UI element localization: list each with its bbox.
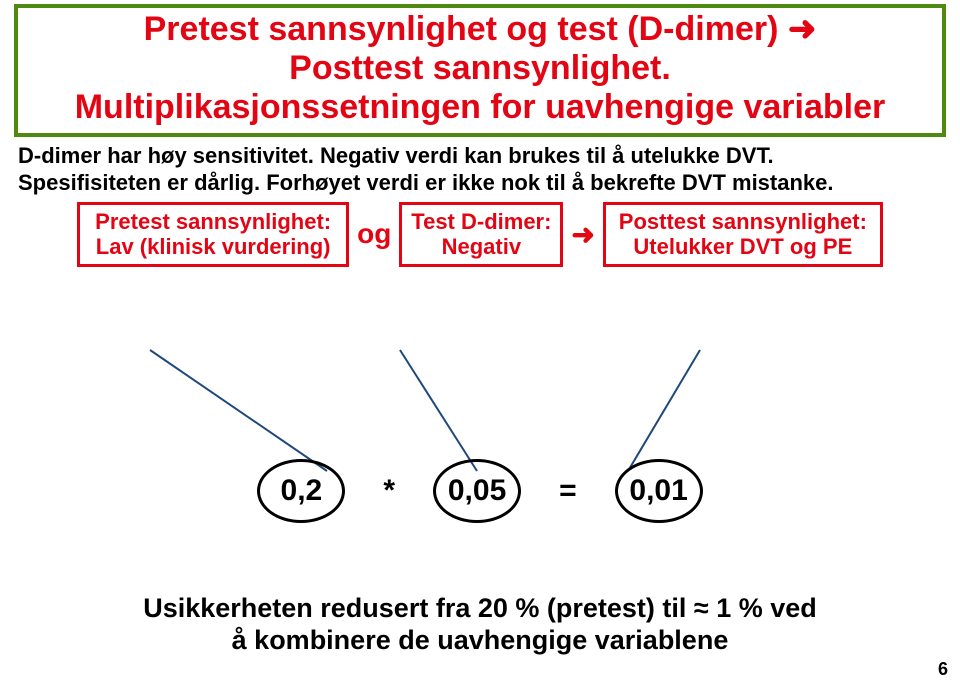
test-line2: Negativ [442,234,521,259]
title-line1-text: Pretest sannsynlighet og test (D-dimer) [144,10,788,48]
title-line2: Posttest sannsynlighet. [289,49,671,87]
pretest-line2: Lav (klinisk vurdering) [96,234,331,259]
description: D-dimer har høy sensitivitet. Negativ ve… [18,143,942,196]
join-og: og [357,218,391,250]
desc-line1: D-dimer har høy sensitivitet. Negativ ve… [18,143,774,168]
summary-line1: Usikkerheten redusert fra 20 % (pretest)… [143,593,817,623]
arrow-icon: ➜ [788,10,817,49]
summary: Usikkerheten redusert fra 20 % (pretest)… [0,592,960,657]
title-line3: Multiplikasjonssetningen for uavhengige … [75,88,886,126]
eq-oval-c: 0,01 [615,459,703,523]
eq-oval-a: 0,2 [257,459,345,523]
eq-op-multiply: * [383,474,395,508]
posttest-line2: Utelukker DVT og PE [633,234,852,259]
eq-oval-b: 0,05 [433,459,521,523]
equation-row: 0,2 * 0,05 = 0,01 [0,459,960,523]
posttest-line1: Posttest sannsynlighet: [619,209,867,234]
arrow-icon: ➜ [571,218,594,251]
posttest-box: Posttest sannsynlighet: Utelukker DVT og… [603,202,883,267]
test-line1: Test D-dimer: [411,209,551,234]
summary-line2: å kombinere de uavhengige variablene [232,625,729,655]
connector-left [150,350,327,471]
eq-op-equals: = [559,474,577,508]
connector-mid [400,350,477,471]
desc-line2: Spesifisiteten er dårlig. Forhøyet verdi… [18,170,834,195]
page-number: 6 [938,659,948,680]
boxes-row: Pretest sannsynlighet: Lav (klinisk vurd… [14,202,946,267]
pretest-line1: Pretest sannsynlighet: [95,209,331,234]
connector-right [628,350,700,471]
title-line1: Pretest sannsynlighet og test (D-dimer) … [144,10,817,48]
pretest-box: Pretest sannsynlighet: Lav (klinisk vurd… [77,202,349,267]
title-box: Pretest sannsynlighet og test (D-dimer) … [14,4,946,137]
test-box: Test D-dimer: Negativ [399,202,563,267]
